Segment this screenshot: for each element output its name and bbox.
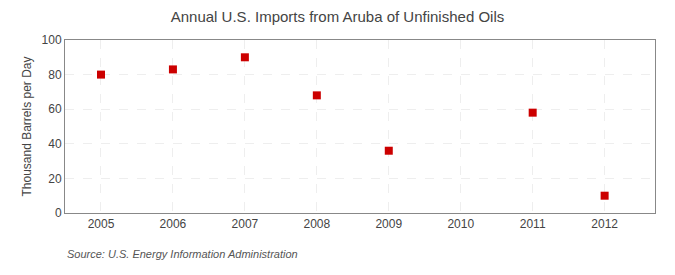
svg-text:2009: 2009 <box>375 217 402 231</box>
svg-text:2006: 2006 <box>160 217 187 231</box>
svg-text:40: 40 <box>48 137 62 151</box>
svg-text:Thousand Barrels per Day: Thousand Barrels per Day <box>20 56 34 196</box>
svg-text:2011: 2011 <box>520 217 546 231</box>
svg-text:20: 20 <box>48 172 62 186</box>
svg-text:2010: 2010 <box>447 217 474 231</box>
svg-text:2005: 2005 <box>88 217 115 231</box>
svg-text:60: 60 <box>48 102 62 116</box>
svg-text:0: 0 <box>55 206 62 220</box>
svg-text:2012: 2012 <box>591 217 618 231</box>
svg-text:Source: U.S. Energy Informatio: Source: U.S. Energy Information Administ… <box>67 248 298 260</box>
svg-text:80: 80 <box>48 68 62 82</box>
svg-text:2007: 2007 <box>232 217 259 231</box>
svg-text:Annual U.S. Imports from Aruba: Annual U.S. Imports from Aruba of Unfini… <box>171 8 504 25</box>
svg-text:2008: 2008 <box>303 217 330 231</box>
svg-text:100: 100 <box>42 33 62 47</box>
